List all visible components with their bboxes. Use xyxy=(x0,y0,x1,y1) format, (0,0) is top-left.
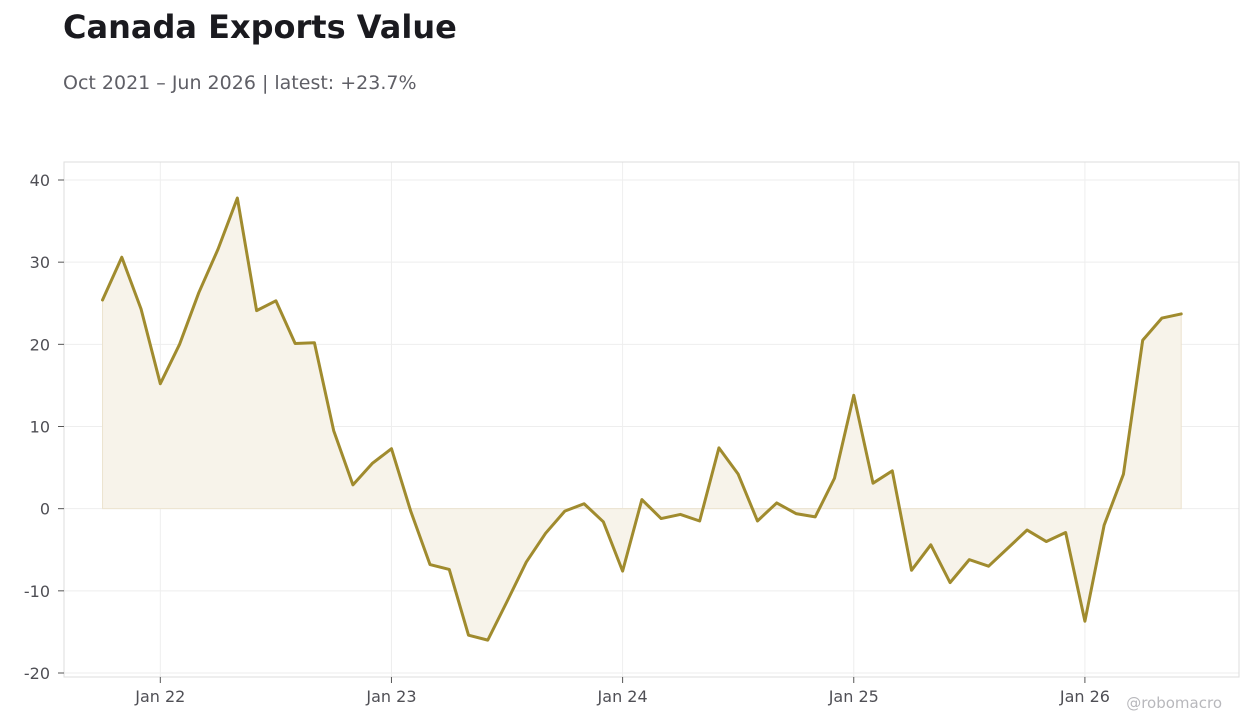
data-point xyxy=(1179,312,1183,316)
data-point xyxy=(351,483,355,487)
y-tick-label: 40 xyxy=(30,171,50,190)
data-point xyxy=(736,472,740,476)
data-point xyxy=(1083,619,1087,623)
data-point xyxy=(698,519,702,523)
data-point xyxy=(929,543,933,547)
data-point xyxy=(794,512,798,516)
data-point xyxy=(428,563,432,567)
data-point xyxy=(235,196,239,200)
data-point xyxy=(486,638,490,642)
data-point xyxy=(1102,523,1106,527)
data-point xyxy=(409,509,413,513)
data-point xyxy=(659,517,663,521)
data-point xyxy=(582,502,586,506)
chart-subtitle: Oct 2021 – Jun 2026 | latest: +23.7% xyxy=(63,72,417,94)
data-point xyxy=(717,446,721,450)
data-point xyxy=(832,476,836,480)
data-point xyxy=(1141,338,1145,342)
gridlines xyxy=(64,162,1239,677)
data-point xyxy=(987,564,991,568)
data-point xyxy=(178,342,182,346)
data-point xyxy=(370,461,374,465)
data-point xyxy=(871,481,875,485)
data-point xyxy=(544,531,548,535)
data-point xyxy=(293,342,297,346)
data-point xyxy=(621,569,625,573)
axis-ticks: -20 -10 0 10 20 30 40 Jan 22 Jan 23 Jan 24 Jan 25 J… xyxy=(24,171,1110,706)
data-point xyxy=(890,469,894,473)
data-point xyxy=(601,520,605,524)
data-point xyxy=(813,515,817,519)
area-fill xyxy=(102,196,1182,641)
x-tick-label: Jan 26 xyxy=(1059,687,1110,706)
plot-frame xyxy=(63,161,1240,678)
data-point xyxy=(216,247,220,251)
data-point xyxy=(389,447,393,451)
data-point xyxy=(948,581,952,585)
data-point xyxy=(255,309,259,313)
data-point xyxy=(755,519,759,523)
watermark: @robomacro xyxy=(1126,694,1222,712)
data-point xyxy=(447,567,451,571)
data-point xyxy=(967,558,971,562)
y-tick-label: -20 xyxy=(24,664,50,683)
data-point xyxy=(1025,528,1029,532)
data-point xyxy=(332,429,336,433)
data-point xyxy=(197,291,201,295)
x-tick-label: Jan 23 xyxy=(365,687,416,706)
y-tick-label: 20 xyxy=(30,335,50,354)
data-point xyxy=(563,509,567,513)
chart-title: Canada Exports Value xyxy=(63,8,457,46)
data-point xyxy=(775,501,779,505)
data-point xyxy=(274,299,278,303)
data-point xyxy=(139,307,143,311)
data-point xyxy=(852,393,856,397)
x-tick-label: Jan 24 xyxy=(597,687,648,706)
data-point xyxy=(312,341,316,345)
data-point xyxy=(101,298,105,302)
y-tick-label: 0 xyxy=(40,500,50,519)
y-tick-label: 30 xyxy=(30,253,50,272)
x-tick-label: Jan 25 xyxy=(828,687,879,706)
data-point xyxy=(120,255,124,259)
x-tick-label: Jan 22 xyxy=(134,687,185,706)
data-point xyxy=(910,568,914,572)
data-point xyxy=(1044,540,1048,544)
data-point xyxy=(640,498,644,502)
data-point xyxy=(467,633,471,637)
data-point xyxy=(1121,472,1125,476)
data-point xyxy=(678,512,682,516)
y-tick-label: 10 xyxy=(30,418,50,437)
data-point xyxy=(1006,546,1010,550)
y-tick-label: -10 xyxy=(24,582,50,601)
data-point xyxy=(1160,316,1164,320)
data-point xyxy=(524,560,528,564)
series-line xyxy=(101,196,1183,642)
data-point xyxy=(158,382,162,386)
data-point xyxy=(505,600,509,604)
data-point xyxy=(1064,530,1068,534)
